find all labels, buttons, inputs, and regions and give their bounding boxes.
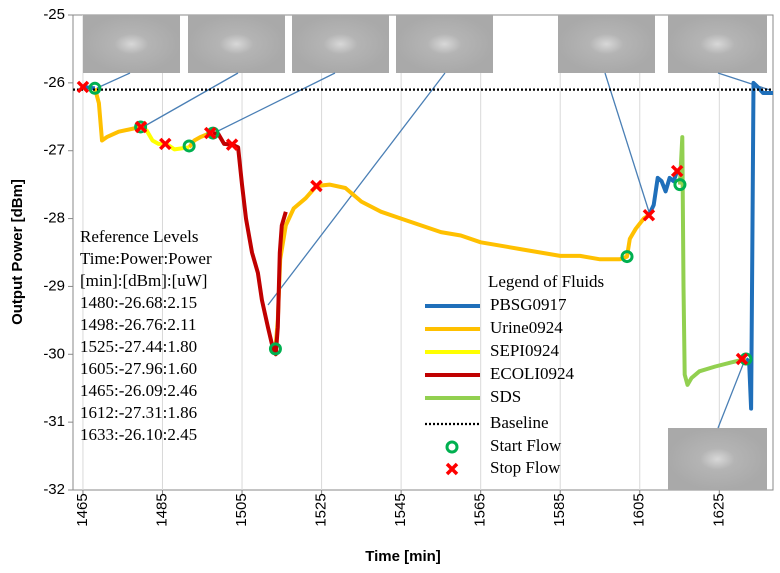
- legend-title: Legend of Fluids: [488, 272, 604, 291]
- text-layer: -32 -31 -30 -29 -28 -27 -26 -25 1465 1485 1505 1525…: [43, 6, 727, 527]
- x-tick-label: 1565: [472, 493, 489, 526]
- reference-text: 1480:-26.68:2.15: [80, 293, 197, 312]
- stop-marker: [203, 126, 217, 140]
- x-tick-label: 1625: [710, 493, 727, 526]
- legend-label: ECOLI0924: [490, 364, 575, 383]
- x-tick-label: 1585: [551, 493, 568, 526]
- reference-text: 1525:-27.44:1.80: [80, 337, 197, 356]
- y-tick-label: -28: [43, 210, 65, 227]
- series-line: [677, 135, 747, 387]
- x-tick-label: 1505: [233, 493, 250, 526]
- legend-label: Start Flow: [490, 436, 562, 455]
- x-tick-label: 1545: [392, 493, 409, 526]
- legend-swatch: [445, 462, 459, 476]
- grid: [68, 14, 720, 495]
- start-marker: [620, 250, 634, 264]
- legend-label: Stop Flow: [490, 458, 561, 477]
- stop-marker: [310, 179, 323, 193]
- x-axis-label: Time [min]: [365, 548, 441, 565]
- start-marker: [134, 120, 148, 134]
- y-axis-label: Output Power [dBm]: [9, 179, 26, 325]
- reference-text: 1612:-27.31:1.86: [80, 403, 197, 422]
- legend-label: PBSG0917: [490, 295, 567, 314]
- y-tick-label: -25: [43, 6, 65, 23]
- series-layer: [73, 80, 773, 411]
- legend-swatch: [445, 440, 459, 454]
- x-tick-label: 1525: [313, 493, 330, 526]
- stop-marker: [159, 137, 172, 151]
- stop-marker: [225, 138, 239, 151]
- stop-marker: [134, 120, 148, 134]
- y-tick-label: -32: [43, 481, 65, 498]
- y-tick-label: -31: [43, 413, 65, 430]
- legend-label: Urine0924: [490, 318, 563, 337]
- x-tick-label: 1465: [74, 493, 91, 526]
- legend-label: SEPI0924: [490, 341, 559, 360]
- reference-text: 1633:-26.10:2.45: [80, 425, 197, 444]
- thumbnails: [83, 15, 771, 490]
- y-tick-label: -27: [43, 142, 65, 159]
- reference-text: 1465:-26.09:2.46: [80, 381, 197, 400]
- x-tick-label: 1605: [631, 493, 648, 526]
- y-tick-label: -30: [43, 345, 65, 362]
- y-tick-label: -26: [43, 74, 65, 91]
- legend-label: Baseline: [490, 413, 549, 432]
- reference-text: [min]:[dBm]:[uW]: [80, 271, 207, 290]
- plot-area: [72, 14, 774, 491]
- stop-marker: [670, 164, 684, 178]
- stop-marker: [735, 352, 749, 366]
- stop-marker: [642, 208, 656, 222]
- start-marker: [673, 178, 687, 192]
- stop-marker: [76, 80, 90, 94]
- y-tick-label: -29: [43, 277, 65, 294]
- start-marker: [182, 139, 196, 153]
- x-tick-label: 1485: [153, 493, 170, 526]
- start-marker: [88, 81, 102, 95]
- reference-text: 1498:-26.76:2.11: [80, 315, 196, 334]
- legend-label: SDS: [490, 387, 521, 406]
- reference-text: 1605:-27.96:1.60: [80, 359, 197, 378]
- start-marker: [268, 342, 282, 356]
- reference-text: Time:Power:Power: [80, 249, 212, 268]
- reference-text: Reference Levels: [80, 227, 198, 246]
